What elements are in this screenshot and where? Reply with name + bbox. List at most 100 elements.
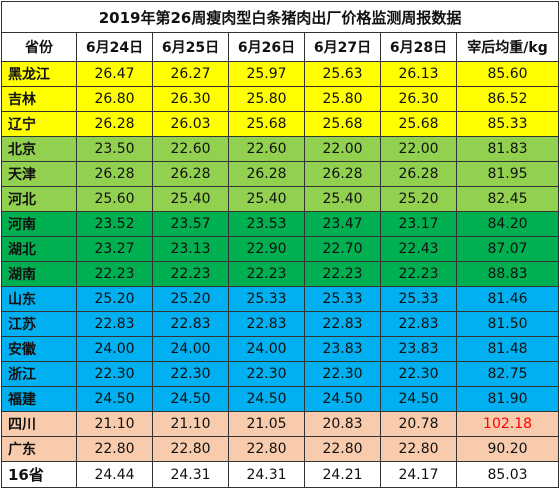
weight-cell: 81.46 xyxy=(455,286,559,312)
header-date-1: 6月24日 xyxy=(76,32,153,62)
price-cell: 22.30 xyxy=(304,361,381,387)
price-cell: 24.50 xyxy=(228,386,305,412)
price-cell: 26.28 xyxy=(304,161,381,187)
weight-cell: 82.75 xyxy=(455,361,559,387)
weight-cell: 82.45 xyxy=(455,186,559,212)
price-cell: 22.80 xyxy=(380,436,457,462)
price-cell: 25.33 xyxy=(304,286,381,312)
price-cell: 25.60 xyxy=(76,186,153,212)
price-cell: 25.80 xyxy=(304,86,381,112)
header-province: 省份 xyxy=(1,32,77,62)
price-cell: 22.80 xyxy=(228,436,305,462)
price-cell: 22.80 xyxy=(76,436,153,462)
price-cell: 25.40 xyxy=(152,186,229,212)
price-cell: 20.83 xyxy=(304,411,381,437)
table-row: 广东 22.80 22.80 22.80 22.80 22.80 90.20 xyxy=(1,436,559,462)
header-date-5: 6月28日 xyxy=(380,32,457,62)
price-cell: 24.00 xyxy=(76,336,153,362)
price-cell: 26.28 xyxy=(152,161,229,187)
table-row: 北京 23.50 22.60 22.60 22.00 22.00 81.83 xyxy=(1,136,559,162)
table-title: 2019年第26周瘦肉型白条猪肉出厂价格监测周报数据 xyxy=(0,1,559,33)
price-cell: 24.21 xyxy=(304,461,381,488)
province-cell: 山东 xyxy=(1,286,77,312)
table-row: 福建 24.50 24.50 24.50 24.50 24.50 81.90 xyxy=(1,386,559,412)
price-cell: 22.23 xyxy=(304,261,381,287)
table-row: 河南 23.52 23.57 23.53 23.47 23.17 84.20 xyxy=(1,211,559,237)
province-cell: 湖南 xyxy=(1,261,77,287)
price-cell: 24.00 xyxy=(152,336,229,362)
price-cell: 22.83 xyxy=(228,311,305,337)
price-cell: 22.23 xyxy=(152,261,229,287)
price-cell: 22.70 xyxy=(304,236,381,262)
province-cell: 黑龙江 xyxy=(1,61,77,87)
price-cell: 23.17 xyxy=(380,211,457,237)
price-cell: 25.20 xyxy=(380,186,457,212)
price-cell: 26.27 xyxy=(152,61,229,87)
weight-cell: 87.07 xyxy=(455,236,559,262)
price-cell: 26.30 xyxy=(152,86,229,112)
price-cell: 22.83 xyxy=(152,311,229,337)
weight-cell: 84.20 xyxy=(455,211,559,237)
price-cell: 26.28 xyxy=(76,111,153,137)
province-cell: 16省 xyxy=(1,461,77,488)
weight-cell: 81.48 xyxy=(455,336,559,362)
weight-cell: 90.20 xyxy=(455,436,559,462)
price-cell: 24.50 xyxy=(76,386,153,412)
province-cell: 天津 xyxy=(1,161,77,187)
weight-cell: 85.33 xyxy=(455,111,559,137)
province-cell: 福建 xyxy=(1,386,77,412)
price-cell: 23.57 xyxy=(152,211,229,237)
table-row: 辽宁 26.28 26.03 25.68 25.68 25.68 85.33 xyxy=(1,111,559,137)
header-weight: 宰后均重/kg xyxy=(455,32,559,62)
price-cell: 25.20 xyxy=(152,286,229,312)
price-cell: 22.60 xyxy=(228,136,305,162)
price-cell: 21.10 xyxy=(76,411,153,437)
price-cell: 22.23 xyxy=(76,261,153,287)
weight-cell: 85.03 xyxy=(455,461,559,488)
table-row: 吉林 26.80 26.30 25.80 25.80 26.30 86.52 xyxy=(1,86,559,112)
province-cell: 辽宁 xyxy=(1,111,77,137)
price-cell: 22.00 xyxy=(380,136,457,162)
province-cell: 河北 xyxy=(1,186,77,212)
price-cell: 26.13 xyxy=(380,61,457,87)
table-row: 江苏 22.83 22.83 22.83 22.83 22.83 81.50 xyxy=(1,311,559,337)
table-row: 四川 21.10 21.10 21.05 20.83 20.78 102.18 xyxy=(1,411,559,437)
price-cell: 22.43 xyxy=(380,236,457,262)
weight-cell: 102.18 xyxy=(455,411,559,437)
price-cell: 25.63 xyxy=(304,61,381,87)
weight-cell: 81.90 xyxy=(455,386,559,412)
price-cell: 24.31 xyxy=(228,461,305,488)
price-cell: 22.80 xyxy=(152,436,229,462)
price-cell: 23.50 xyxy=(76,136,153,162)
price-cell: 24.17 xyxy=(380,461,457,488)
price-cell: 22.83 xyxy=(76,311,153,337)
header-date-4: 6月27日 xyxy=(304,32,381,62)
price-cell: 25.40 xyxy=(304,186,381,212)
table-row: 湖北 23.27 23.13 22.90 22.70 22.43 87.07 xyxy=(1,236,559,262)
price-cell: 22.30 xyxy=(228,361,305,387)
price-cell: 25.20 xyxy=(76,286,153,312)
price-cell: 22.30 xyxy=(152,361,229,387)
price-cell: 26.47 xyxy=(76,61,153,87)
weight-cell: 88.83 xyxy=(455,261,559,287)
price-cell: 25.80 xyxy=(228,86,305,112)
price-cell: 24.31 xyxy=(152,461,229,488)
price-cell: 22.23 xyxy=(380,261,457,287)
price-cell: 22.83 xyxy=(304,311,381,337)
price-cell: 26.28 xyxy=(228,161,305,187)
table-row: 天津 26.28 26.28 26.28 26.28 26.28 81.95 xyxy=(1,161,559,187)
province-cell: 吉林 xyxy=(1,86,77,112)
price-cell: 23.53 xyxy=(228,211,305,237)
table-row: 山东 25.20 25.20 25.33 25.33 25.33 81.46 xyxy=(1,286,559,312)
table-row: 河北 25.60 25.40 25.40 25.40 25.20 82.45 xyxy=(1,186,559,212)
weight-cell: 81.95 xyxy=(455,161,559,187)
province-cell: 湖北 xyxy=(1,236,77,262)
price-cell: 23.83 xyxy=(380,336,457,362)
price-cell: 25.33 xyxy=(228,286,305,312)
province-cell: 江苏 xyxy=(1,311,77,337)
price-cell: 24.50 xyxy=(380,386,457,412)
price-cell: 24.00 xyxy=(228,336,305,362)
price-cell: 25.97 xyxy=(228,61,305,87)
table-row: 黑龙江 26.47 26.27 25.97 25.63 26.13 85.60 xyxy=(1,61,559,87)
